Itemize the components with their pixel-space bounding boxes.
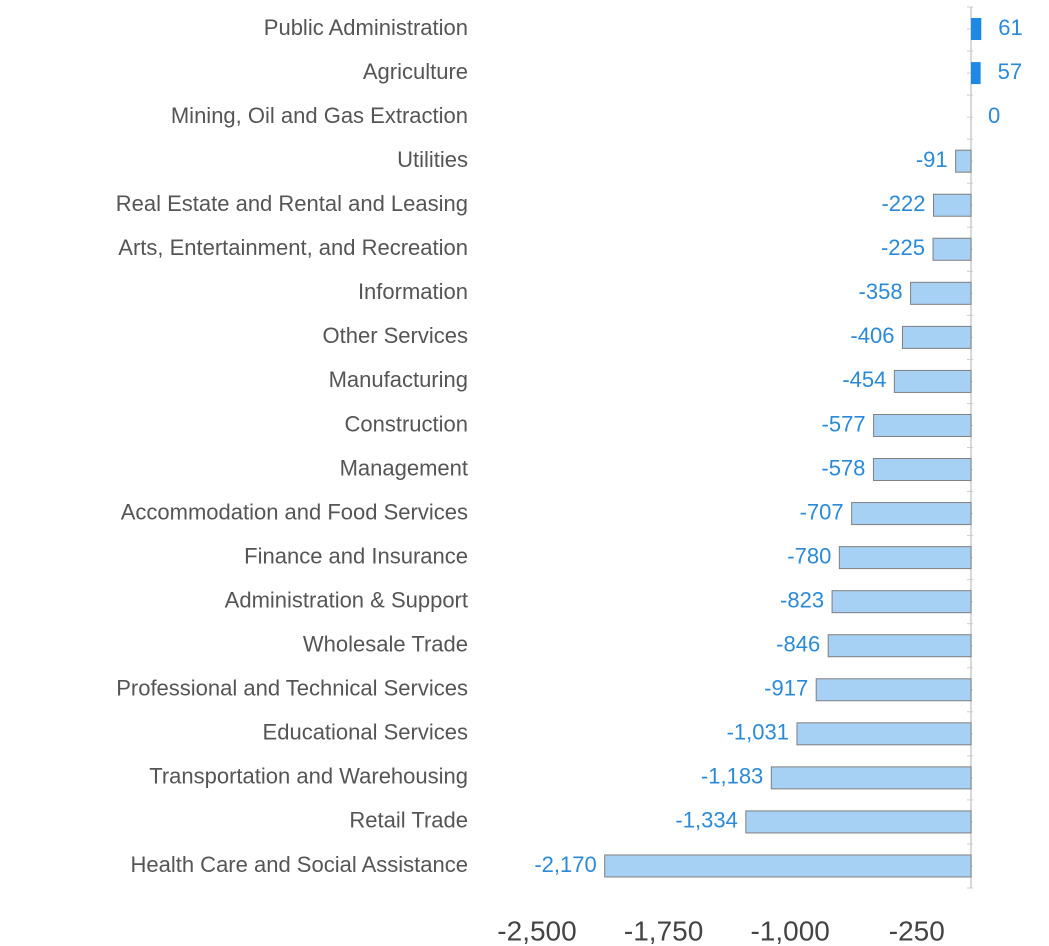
bar [770,766,972,790]
bar [831,590,972,614]
bar [893,369,972,393]
category-label: Manufacturing [329,367,468,392]
value-label: -1,183 [701,764,763,789]
value-label: -406 [850,323,894,348]
bar [971,62,981,85]
category-label: Construction [344,411,468,436]
x-tick-label: -1,000 [750,915,829,946]
bar [745,810,972,834]
category-label: Retail Trade [349,808,468,833]
value-label: -823 [780,587,824,612]
category-label: Other Services [323,323,469,348]
bar [604,854,972,878]
value-label: -846 [776,632,820,657]
value-label: 57 [998,59,1022,84]
bar [851,502,972,526]
value-label: -917 [764,676,808,701]
x-tick-label: -1,750 [624,915,703,946]
category-label: Utilities [397,147,468,172]
category-label: Agriculture [363,59,468,84]
value-label: 0 [988,103,1000,128]
category-label: Administration & Support [225,587,468,612]
bar [932,237,972,261]
category-label: Information [358,279,468,304]
bar [838,546,972,570]
value-label: -225 [881,235,925,260]
bar [872,458,972,482]
x-tick-label: -2,500 [497,915,576,946]
category-label: Educational Services [263,720,468,745]
category-label: Finance and Insurance [244,543,468,568]
category-label: Transportation and Warehousing [149,764,468,789]
bar [873,413,972,437]
value-label: -454 [842,367,886,392]
category-label: Professional and Technical Services [116,676,468,701]
x-tick-label: -250 [889,915,945,946]
category-label: Management [340,455,468,480]
category-label: Wholesale Trade [303,632,468,657]
category-label: Mining, Oil and Gas Extraction [171,103,468,128]
bar [815,678,972,702]
category-label: Health Care and Social Assistance [130,852,468,877]
value-label: -577 [822,411,866,436]
value-label: -1,031 [727,720,789,745]
value-label: 61 [998,15,1022,40]
category-label: Accommodation and Food Services [121,499,468,524]
bar [901,325,972,349]
value-label: -780 [787,543,831,568]
bar [955,149,972,173]
value-label: -707 [800,499,844,524]
value-label: -578 [821,455,865,480]
value-label: -358 [859,279,903,304]
category-label: Arts, Entertainment, and Recreation [118,235,468,260]
bar [827,634,972,658]
value-label: -222 [881,191,925,216]
bar [971,18,982,41]
bar [933,193,972,217]
category-label: Real Estate and Rental and Leasing [116,191,468,216]
value-label: -91 [916,147,948,172]
value-label: -1,334 [675,808,737,833]
bar [796,722,972,746]
bar [910,281,972,305]
value-label: -2,170 [534,852,596,877]
category-label: Public Administration [264,15,468,40]
